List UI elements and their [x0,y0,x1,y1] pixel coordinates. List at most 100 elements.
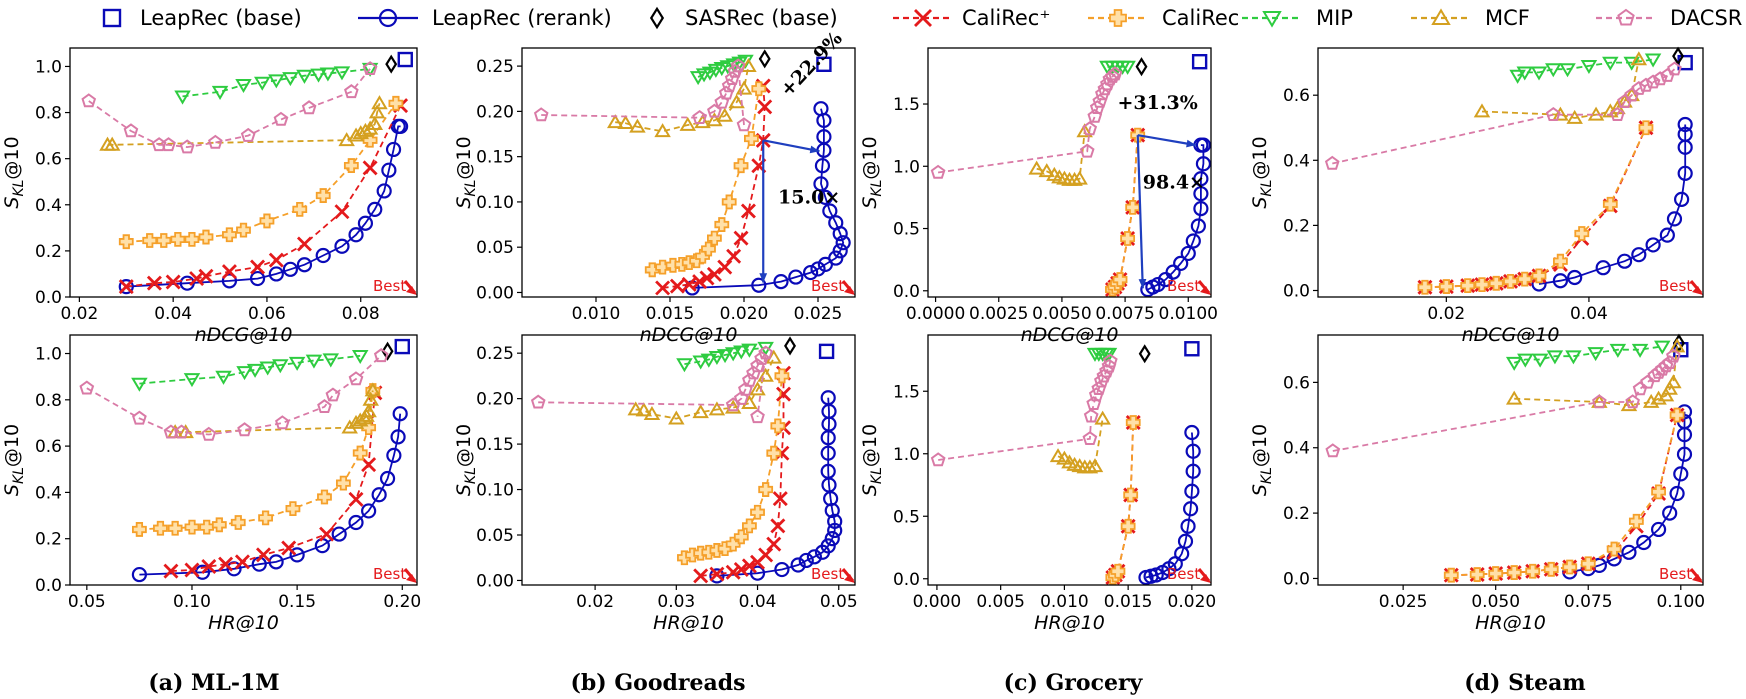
data-point [325,387,341,402]
y-tick-label: 1.5 [893,95,920,115]
y-tick-label: 0.20 [476,102,514,122]
best-arrowhead [844,574,855,583]
data-point [268,554,284,570]
data-point [770,518,786,534]
data-point [81,93,97,108]
series-calirec [118,95,404,250]
data-point [733,230,749,246]
data-point [1438,279,1454,294]
series-sasrec-base [381,341,394,361]
plot-frame [69,47,418,298]
data-point [772,491,788,507]
data-point [1609,343,1627,358]
data-point [655,280,671,296]
data-point [348,491,364,507]
y-tick-label: 0.6 [1283,373,1310,393]
series-sasrec-base [784,336,797,356]
data-point [322,353,340,368]
best-arrowhead [1200,574,1211,583]
data-point [272,359,289,374]
data-point [259,213,275,229]
legend-entry-leaprec-rerank: LeapRec (rerank) [358,6,612,30]
series-calirec [1105,127,1146,297]
data-point [750,409,765,424]
plot-frame [1317,47,1704,298]
data-point [1602,196,1618,212]
legend: LeapRec (base) LeapRec (rerank) SASRec (ba… [102,6,1742,30]
series-leaprec-base [397,51,413,68]
best-indicator: Best [1659,565,1703,583]
legend-label: LeapRec (rerank) [432,6,612,30]
data-point [235,79,252,94]
data-point [362,61,378,75]
x-tick-label: 0.025 [1379,592,1428,612]
annotation-arrow [1136,135,1144,289]
data-point [1096,368,1112,383]
y-tick-label: 0.4 [1283,151,1310,171]
series-dacsr [930,66,1123,179]
legend-marker-pentagon [1617,8,1635,26]
data-point [1066,171,1083,186]
data-point [1657,387,1675,402]
legend-entry-calirec: CaliRec⁺ [893,6,1050,30]
data-point [259,361,276,376]
legend-label: MIP [1316,6,1353,30]
data-point [215,370,232,385]
x-tick-label: 0.0075 [1095,304,1154,324]
data-point [1190,218,1206,234]
data-point [817,189,834,205]
data-point [315,247,331,264]
data-point [774,368,790,384]
best-arrowhead [406,286,417,295]
series-line [1451,414,1678,577]
data-point [184,519,200,535]
series-line [938,361,1112,461]
data-point [774,445,790,461]
series-sasrec-base [1135,57,1148,77]
data-point [699,270,715,286]
data-point [1185,463,1201,479]
data-point [1676,446,1693,462]
data-point [1651,484,1666,500]
x-tick-label: 0.005 [976,592,1025,612]
data-point [1469,567,1485,582]
data-point [635,402,653,417]
series-line [1451,414,1678,577]
data-point [1076,123,1093,138]
series-line [615,65,750,133]
data-point [770,418,786,434]
x-tick-label: 0.025 [794,304,843,324]
best-arrowhead [406,574,417,583]
x-tick-label: 0.020 [1168,592,1217,612]
data-point [1666,348,1681,363]
data-point [1652,71,1668,86]
data-point [725,536,741,552]
data-point [1185,443,1201,459]
series-mip [174,62,379,105]
series-leaprec-base [1184,341,1200,357]
y-tick-label: 0.05 [476,238,514,258]
data-point [296,236,312,252]
series-leaprec-rerank [131,406,408,583]
data-point [716,107,734,122]
data-point [706,266,722,282]
data-point [167,520,183,536]
y-tick-label: 0.05 [476,526,514,546]
data-point [118,279,134,295]
data-point [736,117,752,132]
series-dacsr [1324,61,1682,170]
data-point [668,410,685,425]
x-axis-label: HR@10 [208,612,279,634]
data-point [828,215,844,231]
data-point [709,568,725,584]
data-point [317,489,332,505]
data-point [268,252,284,268]
data-point [1191,53,1208,70]
data-point [362,391,379,406]
data-point [366,115,384,130]
data-point [1566,109,1583,124]
series-line [139,354,361,385]
data-point [333,66,351,81]
x-tick-label: 0.03 [657,592,695,612]
data-point [275,415,290,430]
